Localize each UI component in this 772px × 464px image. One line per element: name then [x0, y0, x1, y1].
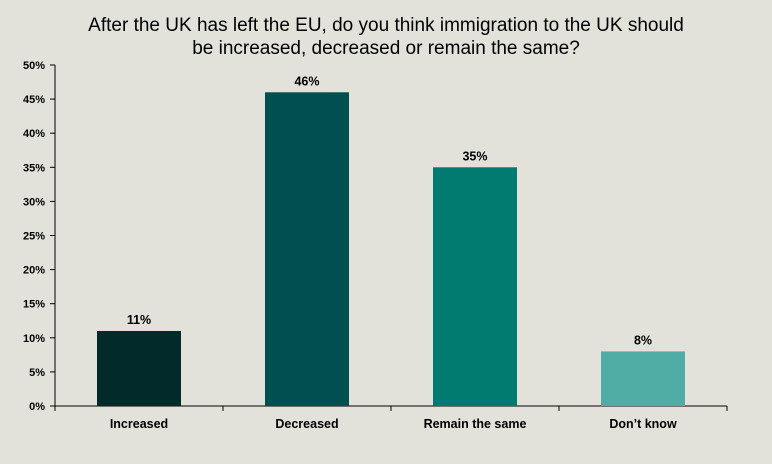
chart-bars: [97, 92, 685, 406]
y-tick-label: 35%: [23, 162, 45, 174]
x-category-label: Decreased: [275, 417, 338, 431]
bar-2: [265, 92, 349, 406]
y-tick-label: 0%: [29, 401, 45, 413]
y-tick-label: 50%: [23, 60, 45, 72]
bar-3: [433, 167, 517, 406]
y-tick-label: 5%: [29, 367, 45, 379]
x-category-label: Remain the same: [424, 417, 527, 431]
y-tick-label: 20%: [23, 265, 45, 277]
y-tick-label: 40%: [23, 128, 45, 140]
y-tick-label: 10%: [23, 333, 45, 345]
data-label: 46%: [294, 74, 319, 88]
y-tick-label: 15%: [23, 299, 45, 311]
y-tick-label: 25%: [23, 231, 45, 243]
data-label: 35%: [462, 149, 487, 163]
y-tick-label: 30%: [23, 196, 45, 208]
y-tick-label: 45%: [23, 94, 45, 106]
x-category-label: Increased: [110, 417, 168, 431]
data-label: 11%: [127, 313, 151, 327]
chart-title-line-1: After the UK has left the EU, do you thi…: [88, 15, 684, 36]
bar-1: [97, 330, 181, 406]
x-category-label: Don’t know: [609, 417, 677, 431]
chart-labels: 11% Increased 46% Decreased 35% Remain the sa…: [110, 74, 677, 431]
data-label: 8%: [634, 333, 652, 347]
bar-4: [601, 351, 685, 406]
chart-title-line-2: be increased, decreased or remain the sa…: [192, 38, 580, 59]
